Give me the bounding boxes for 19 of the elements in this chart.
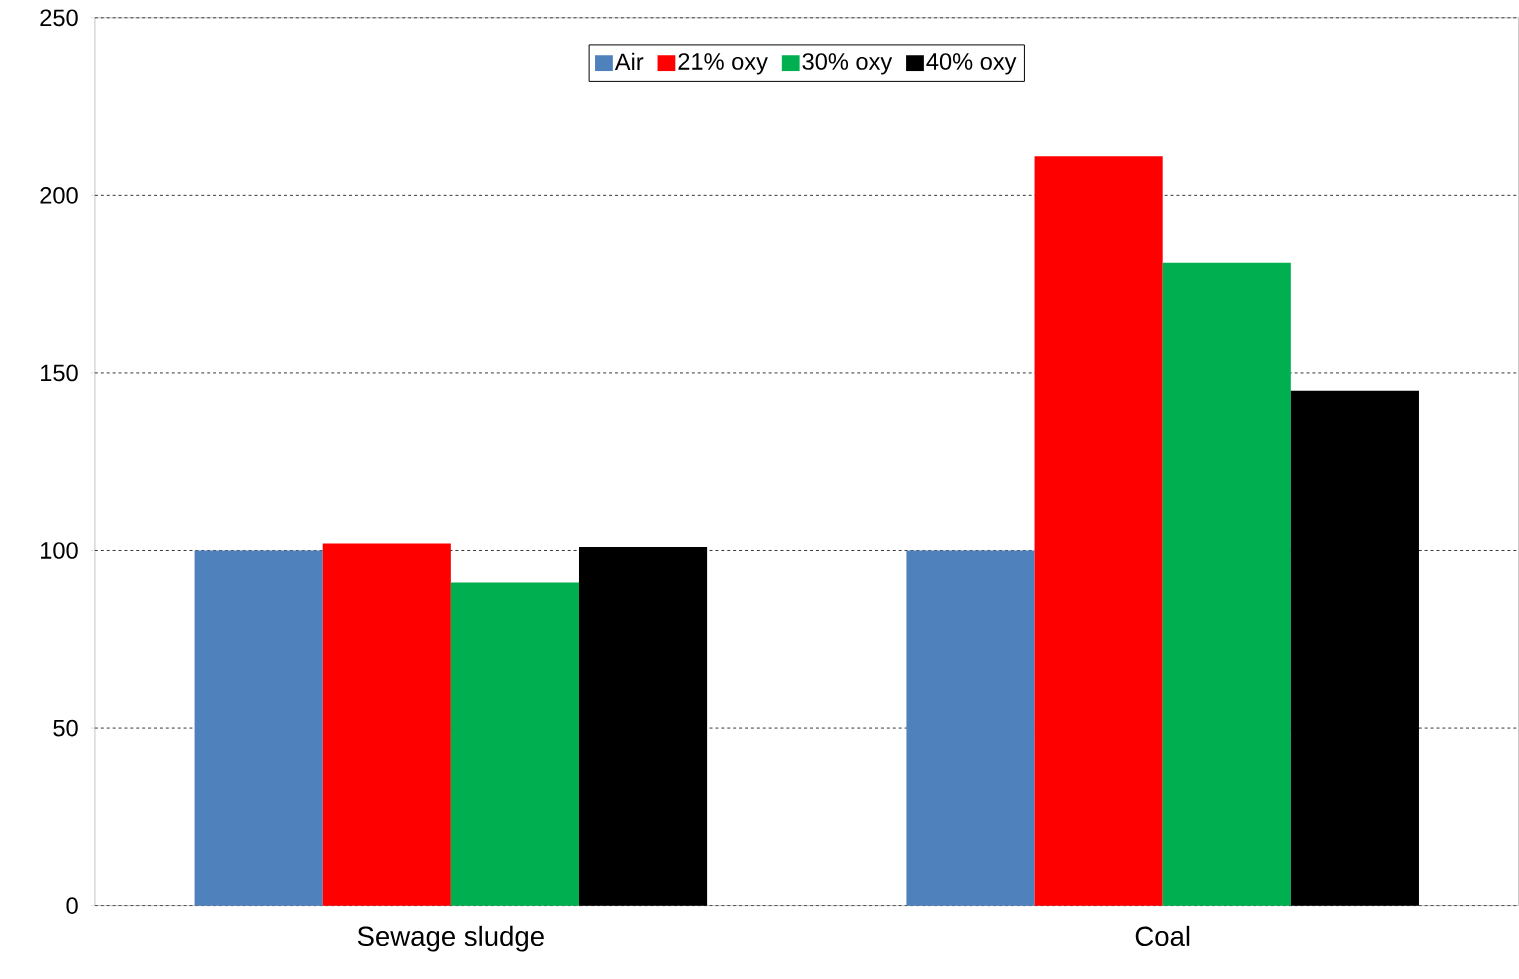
x-tick-label: Sewage sludge <box>357 925 544 952</box>
legend-label: 21% oxy <box>678 53 768 75</box>
bar <box>322 543 451 906</box>
legend-label: Air <box>614 52 644 71</box>
y-tick-label: 50 <box>53 719 78 737</box>
bar <box>906 550 1035 906</box>
y-tick-label: 100 <box>41 542 78 559</box>
bar <box>1290 390 1419 906</box>
bar <box>194 550 323 906</box>
legend-label: 30% oxy <box>802 53 893 75</box>
bar <box>450 582 579 906</box>
y-tick-label: 200 <box>40 187 78 204</box>
y-tick-label: 0 <box>66 897 78 915</box>
y-tick-label: 150 <box>41 364 78 382</box>
bar <box>1034 156 1163 906</box>
x-tick-label: Coal <box>1135 925 1190 947</box>
legend-label: 40% oxy <box>926 53 1017 75</box>
y-tick-label: 250 <box>40 9 78 27</box>
bar <box>1162 262 1291 906</box>
